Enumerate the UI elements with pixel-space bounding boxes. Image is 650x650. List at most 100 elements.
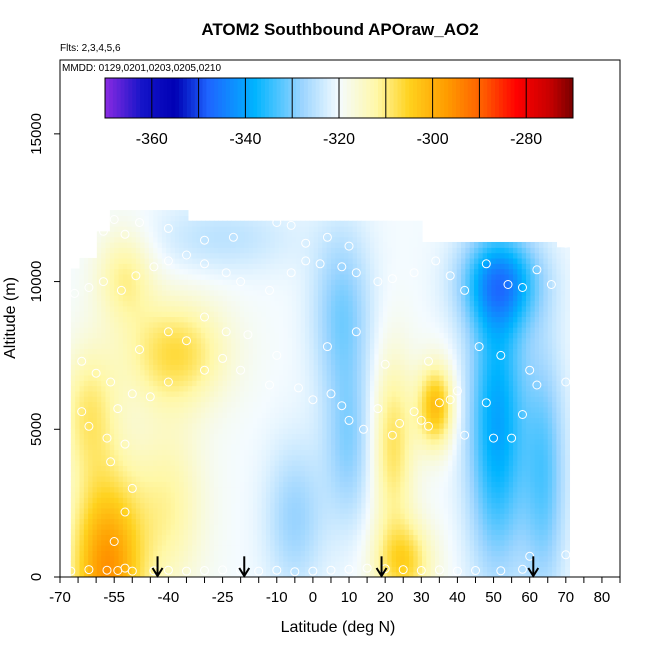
heatmap-cell: [109, 571, 115, 577]
heatmap-cell: [114, 236, 120, 243]
heatmap-cell: [313, 433, 319, 440]
heatmap-cell: [183, 550, 189, 557]
heatmap-cell: [322, 449, 328, 456]
heatmap-cell: [361, 534, 367, 541]
heatmap-cell: [317, 438, 323, 445]
heatmap-cell: [109, 252, 115, 259]
heatmap-cell: [265, 300, 271, 307]
heatmap-cell: [382, 321, 388, 328]
heatmap-cell: [248, 343, 254, 349]
heatmap-cell: [166, 247, 172, 254]
heatmap-cell: [291, 343, 297, 349]
heatmap-cell: [365, 422, 371, 429]
heatmap-cell: [75, 518, 81, 525]
heatmap-cell: [226, 460, 232, 466]
heatmap-cell: [278, 502, 284, 509]
heatmap-cell: [322, 273, 328, 280]
heatmap-cell: [369, 497, 375, 504]
heatmap-cell: [118, 327, 124, 333]
heatmap-cell: [192, 327, 198, 333]
heatmap-cell: [244, 481, 250, 488]
heatmap-cell: [326, 348, 332, 355]
heatmap-cell: [270, 348, 276, 355]
heatmap-cell: [122, 284, 128, 291]
heatmap-cell: [226, 449, 232, 456]
heatmap-cell: [352, 263, 358, 270]
heatmap-cell: [369, 555, 375, 562]
heatmap-cell: [140, 401, 146, 408]
heatmap-cell: [70, 428, 76, 435]
heatmap-cell: [322, 369, 328, 376]
heatmap-cell: [109, 284, 115, 291]
heatmap-cell: [166, 555, 172, 562]
heatmap-cell: [114, 231, 120, 238]
heatmap-cell: [239, 321, 245, 328]
heatmap-cell: [283, 241, 289, 248]
heatmap-cell: [278, 374, 284, 381]
heatmap-cell: [183, 460, 189, 466]
heatmap-cell: [300, 343, 306, 349]
heatmap-cell: [261, 284, 267, 291]
heatmap-cell: [96, 295, 102, 302]
heatmap-cell: [330, 507, 336, 514]
heatmap-cell: [83, 380, 89, 387]
heatmap-cell: [387, 390, 393, 397]
heatmap-cell: [322, 337, 328, 344]
heatmap-cell: [252, 460, 258, 466]
heatmap-cell: [291, 247, 297, 254]
heatmap-cell: [291, 396, 297, 403]
heatmap-cell: [222, 433, 228, 440]
heatmap-cell: [248, 300, 254, 307]
heatmap-cell: [239, 396, 245, 403]
heatmap-cell: [222, 337, 228, 344]
heatmap-cell: [101, 561, 107, 567]
heatmap-cell: [226, 316, 232, 323]
heatmap-cell: [291, 422, 297, 429]
heatmap-cell: [313, 513, 319, 520]
heatmap-cell: [174, 215, 180, 222]
heatmap-cell: [213, 422, 219, 429]
heatmap-cell: [343, 284, 349, 291]
heatmap-cell: [109, 369, 115, 376]
heatmap-cell: [304, 539, 310, 546]
heatmap-cell: [309, 305, 315, 312]
heatmap-cell: [231, 481, 237, 488]
heatmap-cell: [270, 406, 276, 413]
heatmap-cell: [317, 406, 323, 413]
heatmap-cell: [283, 417, 289, 424]
heatmap-cell: [222, 523, 228, 530]
heatmap-cell: [70, 358, 76, 365]
heatmap-cell: [348, 332, 354, 339]
heatmap-cell: [127, 396, 133, 403]
heatmap-cell: [257, 374, 263, 381]
heatmap-cell: [75, 279, 81, 286]
heatmap-cell: [127, 247, 133, 254]
heatmap-cell: [153, 428, 159, 435]
heatmap-cell: [244, 316, 250, 323]
heatmap-cell: [270, 539, 276, 546]
heatmap-cell: [166, 241, 172, 248]
heatmap-cell: [365, 491, 371, 498]
heatmap-cell: [170, 396, 176, 403]
heatmap-cell: [330, 555, 336, 562]
heatmap-cell: [196, 401, 202, 408]
heatmap-cell: [365, 268, 371, 275]
heatmap-cell: [361, 449, 367, 456]
heatmap-cell: [196, 486, 202, 493]
heatmap-cell: [330, 273, 336, 280]
heatmap-cell: [296, 226, 302, 232]
heatmap-cell: [369, 401, 375, 408]
heatmap-cell: [209, 460, 215, 466]
heatmap-cell: [330, 417, 336, 424]
heatmap-cell: [317, 231, 323, 238]
heatmap-cell: [283, 358, 289, 365]
heatmap-cell: [339, 555, 345, 562]
heatmap-cell: [127, 412, 133, 419]
heatmap-cell: [265, 380, 271, 387]
heatmap-cell: [88, 529, 94, 536]
heatmap-cell: [231, 539, 237, 546]
heatmap-cell: [75, 385, 81, 392]
heatmap-cell: [75, 444, 81, 450]
heatmap-cell: [122, 502, 128, 509]
heatmap-cell: [122, 305, 128, 312]
